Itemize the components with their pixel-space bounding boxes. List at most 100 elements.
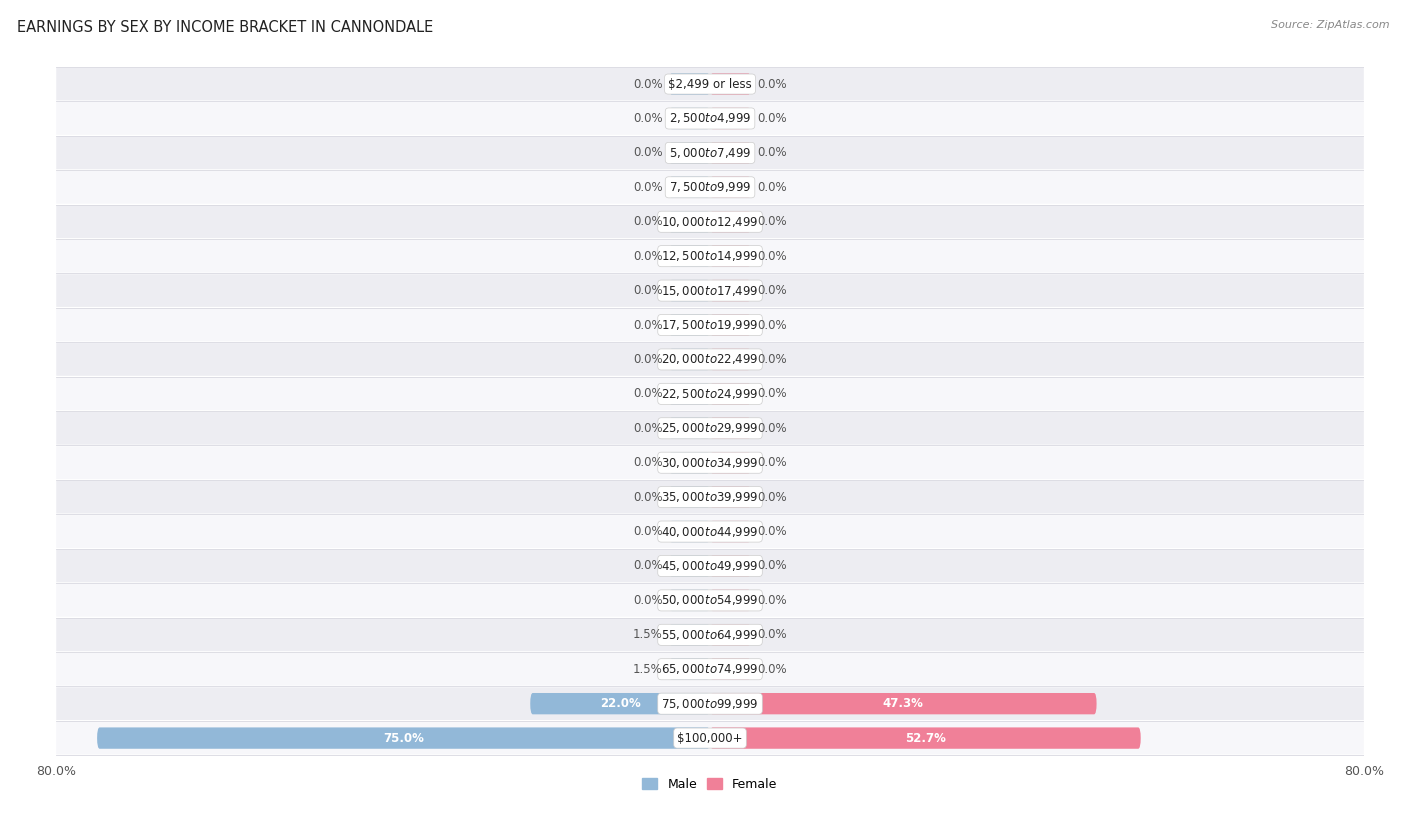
FancyBboxPatch shape xyxy=(669,383,710,405)
FancyBboxPatch shape xyxy=(56,309,1364,341)
FancyBboxPatch shape xyxy=(56,378,1364,410)
FancyBboxPatch shape xyxy=(669,589,710,611)
FancyBboxPatch shape xyxy=(56,549,1364,582)
Text: $40,000 to $44,999: $40,000 to $44,999 xyxy=(661,524,759,539)
Text: EARNINGS BY SEX BY INCOME BRACKET IN CANNONDALE: EARNINGS BY SEX BY INCOME BRACKET IN CAN… xyxy=(17,20,433,35)
FancyBboxPatch shape xyxy=(710,693,1097,715)
Text: $12,500 to $14,999: $12,500 to $14,999 xyxy=(661,249,759,263)
Text: Source: ZipAtlas.com: Source: ZipAtlas.com xyxy=(1271,20,1389,30)
Text: 0.0%: 0.0% xyxy=(633,147,662,160)
FancyBboxPatch shape xyxy=(710,555,751,576)
FancyBboxPatch shape xyxy=(669,314,710,335)
Text: 0.0%: 0.0% xyxy=(633,250,662,263)
Text: 0.0%: 0.0% xyxy=(633,456,662,469)
Text: 22.0%: 22.0% xyxy=(600,697,641,710)
Text: $75,000 to $99,999: $75,000 to $99,999 xyxy=(661,697,759,711)
Text: 0.0%: 0.0% xyxy=(758,491,787,504)
FancyBboxPatch shape xyxy=(56,137,1364,169)
Text: 0.0%: 0.0% xyxy=(633,491,662,504)
Text: 52.7%: 52.7% xyxy=(905,732,946,745)
FancyBboxPatch shape xyxy=(56,515,1364,548)
FancyBboxPatch shape xyxy=(710,246,751,267)
Text: $20,000 to $22,499: $20,000 to $22,499 xyxy=(661,352,759,366)
FancyBboxPatch shape xyxy=(56,412,1364,444)
Text: 0.0%: 0.0% xyxy=(758,628,787,641)
FancyBboxPatch shape xyxy=(56,653,1364,685)
Text: 0.0%: 0.0% xyxy=(633,77,662,90)
FancyBboxPatch shape xyxy=(56,446,1364,479)
FancyBboxPatch shape xyxy=(56,171,1364,204)
FancyBboxPatch shape xyxy=(710,211,751,233)
Legend: Male, Female: Male, Female xyxy=(637,772,783,796)
Text: $55,000 to $64,999: $55,000 to $64,999 xyxy=(661,628,759,641)
Text: 0.0%: 0.0% xyxy=(758,387,787,400)
FancyBboxPatch shape xyxy=(56,343,1364,376)
FancyBboxPatch shape xyxy=(710,142,751,164)
Text: $65,000 to $74,999: $65,000 to $74,999 xyxy=(661,663,759,676)
Text: 0.0%: 0.0% xyxy=(758,147,787,160)
FancyBboxPatch shape xyxy=(710,624,751,646)
Text: $22,500 to $24,999: $22,500 to $24,999 xyxy=(661,387,759,400)
FancyBboxPatch shape xyxy=(56,619,1364,651)
Text: $17,500 to $19,999: $17,500 to $19,999 xyxy=(661,318,759,332)
FancyBboxPatch shape xyxy=(97,728,710,749)
FancyBboxPatch shape xyxy=(56,274,1364,307)
FancyBboxPatch shape xyxy=(710,728,1140,749)
Text: 0.0%: 0.0% xyxy=(758,663,787,676)
Text: $2,499 or less: $2,499 or less xyxy=(668,77,752,90)
Text: $15,000 to $17,499: $15,000 to $17,499 xyxy=(661,283,759,298)
Text: $35,000 to $39,999: $35,000 to $39,999 xyxy=(661,490,759,504)
Text: 0.0%: 0.0% xyxy=(758,112,787,125)
Text: 0.0%: 0.0% xyxy=(633,181,662,194)
Text: 0.0%: 0.0% xyxy=(758,284,787,297)
FancyBboxPatch shape xyxy=(669,555,710,576)
FancyBboxPatch shape xyxy=(710,659,751,680)
Text: $5,000 to $7,499: $5,000 to $7,499 xyxy=(669,146,751,160)
FancyBboxPatch shape xyxy=(56,240,1364,273)
Text: $2,500 to $4,999: $2,500 to $4,999 xyxy=(669,112,751,125)
FancyBboxPatch shape xyxy=(669,452,710,474)
Text: 47.3%: 47.3% xyxy=(883,697,924,710)
Text: $25,000 to $29,999: $25,000 to $29,999 xyxy=(661,422,759,435)
FancyBboxPatch shape xyxy=(710,487,751,508)
Text: 0.0%: 0.0% xyxy=(758,559,787,572)
FancyBboxPatch shape xyxy=(710,177,751,198)
FancyBboxPatch shape xyxy=(710,314,751,335)
Text: 0.0%: 0.0% xyxy=(633,594,662,607)
FancyBboxPatch shape xyxy=(669,73,710,94)
Text: $10,000 to $12,499: $10,000 to $12,499 xyxy=(661,215,759,229)
FancyBboxPatch shape xyxy=(530,693,710,715)
FancyBboxPatch shape xyxy=(56,205,1364,239)
Text: 0.0%: 0.0% xyxy=(633,284,662,297)
Text: 0.0%: 0.0% xyxy=(758,525,787,538)
Text: 0.0%: 0.0% xyxy=(758,215,787,228)
Text: $50,000 to $54,999: $50,000 to $54,999 xyxy=(661,593,759,607)
FancyBboxPatch shape xyxy=(669,177,710,198)
Text: 0.0%: 0.0% xyxy=(758,318,787,331)
FancyBboxPatch shape xyxy=(710,280,751,301)
Text: 0.0%: 0.0% xyxy=(758,181,787,194)
FancyBboxPatch shape xyxy=(669,418,710,439)
Text: $7,500 to $9,999: $7,500 to $9,999 xyxy=(669,181,751,195)
Text: 1.5%: 1.5% xyxy=(633,663,662,676)
FancyBboxPatch shape xyxy=(669,246,710,267)
Text: 0.0%: 0.0% xyxy=(633,112,662,125)
FancyBboxPatch shape xyxy=(669,624,710,646)
FancyBboxPatch shape xyxy=(669,487,710,508)
Text: 0.0%: 0.0% xyxy=(633,525,662,538)
FancyBboxPatch shape xyxy=(56,722,1364,755)
FancyBboxPatch shape xyxy=(669,348,710,370)
FancyBboxPatch shape xyxy=(669,107,710,129)
Text: 0.0%: 0.0% xyxy=(758,250,787,263)
FancyBboxPatch shape xyxy=(56,102,1364,135)
FancyBboxPatch shape xyxy=(669,521,710,542)
Text: 0.0%: 0.0% xyxy=(758,456,787,469)
FancyBboxPatch shape xyxy=(710,589,751,611)
Text: 0.0%: 0.0% xyxy=(758,422,787,435)
Text: $30,000 to $34,999: $30,000 to $34,999 xyxy=(661,456,759,470)
FancyBboxPatch shape xyxy=(56,584,1364,617)
FancyBboxPatch shape xyxy=(710,348,751,370)
FancyBboxPatch shape xyxy=(710,452,751,474)
Text: 0.0%: 0.0% xyxy=(633,559,662,572)
Text: 0.0%: 0.0% xyxy=(633,387,662,400)
